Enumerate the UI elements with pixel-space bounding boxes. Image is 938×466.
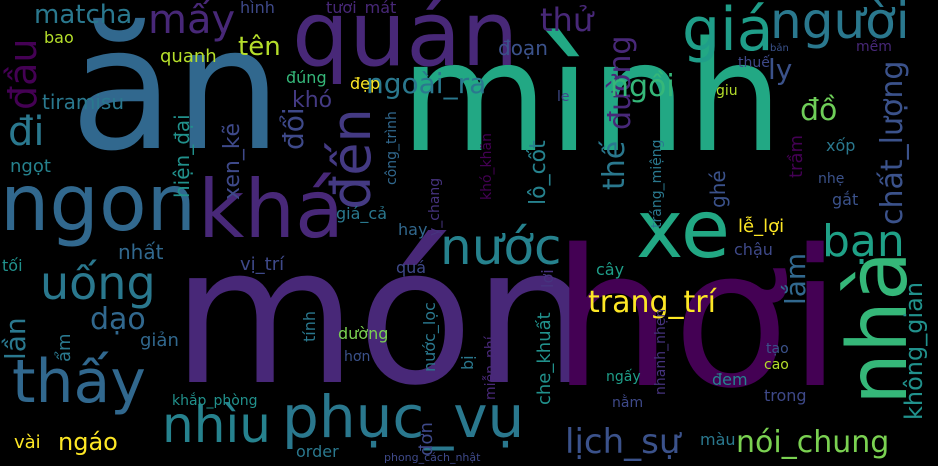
word-lo-cot: lô_cốt bbox=[526, 140, 551, 205]
word-dau: đầu bbox=[1, 38, 45, 111]
word-quan: quán bbox=[292, 0, 519, 87]
word-khap-phong: khắp_phòng bbox=[172, 393, 258, 409]
word-hinh: hình bbox=[240, 0, 275, 17]
word-hien-dai: hiện_đại bbox=[170, 114, 194, 198]
word-le: le bbox=[557, 89, 570, 105]
word-chau: chậu bbox=[734, 240, 773, 259]
word-gia: giá bbox=[682, 0, 774, 65]
word-ten: tên bbox=[238, 32, 281, 62]
word-nhiu: nhìu bbox=[162, 396, 271, 454]
word-tinh: tính bbox=[300, 311, 319, 342]
word-noi-chung: nói_chung bbox=[736, 425, 890, 460]
word-nhanh-nhen: nhanh_nhẹn bbox=[653, 308, 669, 395]
word-nuoc-loc: nước_lọc bbox=[420, 302, 439, 372]
word-mau: màu bbox=[700, 430, 736, 449]
word-xe: xe bbox=[636, 183, 731, 276]
word-tuoi-mat: tươi_mát bbox=[326, 0, 397, 17]
word-trang-mieng: tráng_miệng bbox=[649, 139, 665, 228]
word-lam: lắm bbox=[779, 252, 812, 305]
word-phong-cach-nhat: phong_cách_nhật bbox=[384, 451, 481, 464]
word-ngao: ngáo bbox=[58, 428, 118, 456]
word-order: order bbox=[296, 442, 339, 461]
word-loi: lợi bbox=[538, 269, 557, 288]
word-vi-tri: vị_trí bbox=[240, 254, 285, 275]
word-ly: ly bbox=[768, 53, 793, 86]
word-thay: thấy bbox=[12, 347, 146, 417]
word-lan: lần bbox=[0, 317, 32, 360]
word-bao: bao bbox=[44, 28, 74, 47]
word-khong-gian: không_gian bbox=[900, 281, 928, 420]
word-gia-ca: giá_cả bbox=[336, 204, 388, 223]
word-bi: bị bbox=[458, 355, 477, 370]
word-toi: tối bbox=[2, 256, 23, 275]
word-kho-khan: khó_khăn bbox=[479, 133, 495, 200]
word-nguoi: người bbox=[770, 0, 910, 50]
word-dep: đẹp bbox=[350, 74, 381, 93]
word-lich-su: lịch_sự bbox=[565, 422, 681, 462]
word-qua: quá bbox=[396, 258, 427, 277]
word-trong: trong bbox=[764, 386, 807, 405]
word-mon: món bbox=[172, 206, 594, 427]
word-di: đi bbox=[8, 109, 45, 155]
word-ban: bạn bbox=[822, 216, 905, 267]
word-mem: mềm bbox=[856, 39, 892, 55]
word-hoi: hơi bbox=[552, 209, 842, 430]
word-am: ẩm bbox=[54, 333, 75, 362]
word-tao: tạo bbox=[766, 341, 789, 357]
word-matcha: matcha bbox=[34, 0, 133, 30]
word-ngon: ngon bbox=[0, 159, 197, 249]
word-le-loi: lễ_lợi bbox=[738, 216, 785, 237]
word-uong: uống bbox=[40, 256, 156, 310]
word-ngoi: ngồi bbox=[610, 69, 675, 104]
word-cong-trinh: công_trình bbox=[384, 111, 400, 185]
word-minh: mình bbox=[400, 9, 783, 186]
word-ngay: ngấy bbox=[606, 369, 641, 385]
word-gian: giản bbox=[140, 330, 179, 351]
word-the: thế bbox=[597, 140, 632, 190]
word-tiramisu: tiramisu bbox=[42, 90, 125, 114]
word-doi: đổi bbox=[277, 107, 310, 150]
word-chat-luong: chất_lượng bbox=[875, 60, 910, 225]
word-ban-small: bản bbox=[770, 43, 789, 54]
word-den: đến bbox=[320, 108, 383, 210]
word-dem: đem bbox=[712, 370, 748, 389]
word-giu: giu bbox=[716, 83, 738, 99]
word-duong-small: dường bbox=[338, 324, 389, 343]
word-nhat: nhất bbox=[118, 240, 164, 264]
word-thu: thử bbox=[540, 1, 594, 39]
word-nhe: nhẹ bbox=[818, 171, 845, 187]
word-nuoc: nước bbox=[440, 218, 562, 276]
word-ghe: ghé bbox=[706, 170, 730, 208]
word-tram: trầm bbox=[786, 134, 807, 178]
word-doan: đoạn bbox=[498, 36, 548, 60]
word-hay: hay bbox=[398, 220, 428, 239]
word-cao: cao bbox=[764, 357, 789, 373]
word-kha: khá bbox=[198, 163, 345, 256]
word-vai: vài bbox=[14, 432, 41, 453]
word-may: mấy bbox=[148, 0, 236, 43]
word-hon: hơn bbox=[344, 349, 371, 365]
word-xop: xốp bbox=[826, 136, 856, 155]
word-dung: đúng bbox=[286, 68, 327, 87]
word-thue: thuế bbox=[738, 55, 770, 71]
word-y-chang: y_chang bbox=[427, 177, 443, 236]
word-kho: khó bbox=[292, 88, 333, 113]
word-che-khuat: che_khuất bbox=[534, 312, 555, 405]
word-dao: dạo bbox=[90, 302, 146, 337]
word-phuc-vu: phục_vụ bbox=[282, 383, 525, 451]
word-do: đồ bbox=[800, 93, 838, 128]
word-ngot: ngọt bbox=[10, 156, 51, 177]
word-cay: cây bbox=[596, 260, 625, 279]
word-an: ăn bbox=[70, 0, 282, 189]
word-quanh: quanh bbox=[160, 46, 217, 67]
word-xen-ke: xen_kẽ bbox=[220, 122, 245, 200]
word-mien-phi: miễn_phí bbox=[483, 336, 499, 400]
word-ngoai-ra: ngoài_ra bbox=[366, 67, 487, 100]
word-nam: nằm bbox=[612, 395, 644, 411]
word-trang-tri: trang_trí bbox=[588, 285, 716, 320]
word-gat: gắt bbox=[832, 190, 859, 209]
